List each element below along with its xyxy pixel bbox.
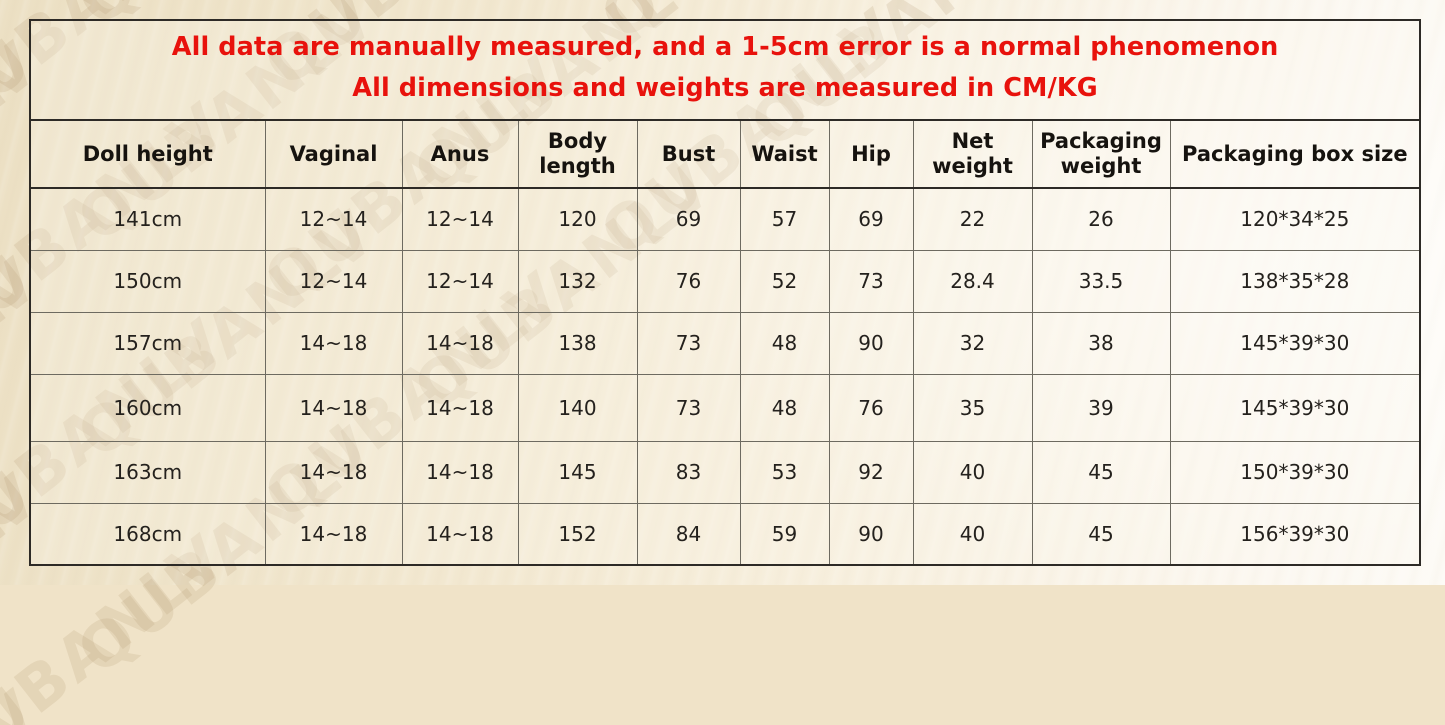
cell-body-length: 140 [517,373,638,442]
table-header-row: Doll height Vaginal Anus Body length Bus… [29,119,1421,189]
header-label: Anus [430,141,490,166]
cell-body-length: 145 [517,440,638,504]
cell-doll-height: 150cm [29,249,266,313]
cell-vaginal: 14~18 [264,440,403,504]
cell-packaging-box-size: 138*35*28 [1169,249,1421,313]
cell-anus: 12~14 [401,249,519,313]
column-header-doll-height: Doll height [29,119,266,189]
header-label: Hip [851,141,891,166]
header-label: Net [951,129,994,154]
specification-table: All data are manually measured, and a 1-… [29,19,1422,566]
cell-net-weight: 35 [912,373,1033,442]
cell-hip: 92 [828,440,914,504]
cell-waist: 52 [739,249,830,313]
table-row: 163cm 14~18 14~18 145 83 53 92 40 45 150*39*30 [29,440,1421,504]
header-label: Doll height [82,141,213,166]
cell-packaging-box-size: 150*39*30 [1169,440,1421,504]
cell-hip: 76 [828,373,914,442]
cell-waist: 53 [739,440,830,504]
table-body: 141cm 12~14 12~14 120 69 57 69 22 26 120*34*25 150… [29,187,1421,566]
cell-hip: 73 [828,249,914,313]
cell-body-length: 120 [517,187,638,251]
column-header-packaging-box-size: Packaging box size [1169,119,1421,189]
cell-packaging-weight: 45 [1031,440,1171,504]
cell-waist: 59 [739,502,830,566]
cell-vaginal: 14~18 [264,373,403,442]
cell-net-weight: 28.4 [912,249,1033,313]
notice-line-1: All data are manually measured, and a 1-… [171,31,1279,62]
header-label: Bust [661,141,716,166]
table-row: 160cm 14~18 14~18 140 73 48 76 35 39 145*39*30 [29,373,1421,442]
cell-packaging-box-size: 145*39*30 [1169,373,1421,442]
header-label: Body [547,129,608,154]
cell-vaginal: 14~18 [264,502,403,566]
cell-hip: 90 [828,502,914,566]
header-label: Packaging box size [1182,141,1408,166]
cell-packaging-box-size: 120*34*25 [1169,187,1421,251]
cell-hip: 90 [828,311,914,375]
cell-doll-height: 157cm [29,311,266,375]
cell-waist: 48 [739,373,830,442]
cell-body-length: 138 [517,311,638,375]
cell-bust: 73 [636,311,741,375]
header-label: Vaginal [289,141,378,166]
notice-row: All data are manually measured, and a 1-… [30,20,1421,121]
header-label: Packaging [1040,129,1162,154]
cell-vaginal: 14~18 [264,311,403,375]
table-row: 168cm 14~18 14~18 152 84 59 90 40 45 156*39*30 [29,502,1421,566]
measurement-notice: All data are manually measured, and a 1-… [30,20,1421,121]
cell-waist: 48 [739,311,830,375]
header-label-second: weight [1060,154,1142,178]
table-row: 150cm 12~14 12~14 132 76 52 73 28.4 33.5 138*35*2… [29,249,1421,313]
header-label-second: weight [932,154,1013,178]
cell-net-weight: 32 [912,311,1033,375]
column-header-packaging-weight: Packaging weight [1031,119,1171,189]
cell-packaging-box-size: 145*39*30 [1169,311,1421,375]
cell-anus: 14~18 [401,311,519,375]
cell-packaging-weight: 45 [1031,502,1171,566]
cell-doll-height: 163cm [29,440,266,504]
cell-bust: 84 [636,502,741,566]
header-label-second: length [539,154,616,178]
cell-net-weight: 22 [912,187,1033,251]
notice-line-2: All dimensions and weights are measured … [352,73,1098,103]
column-header-bust: Bust [636,119,741,189]
cell-anus: 14~18 [401,373,519,442]
table-row: 157cm 14~18 14~18 138 73 48 90 32 38 145*39*30 [29,311,1421,375]
cell-anus: 14~18 [401,502,519,566]
cell-doll-height: 160cm [29,373,266,442]
cell-packaging-weight: 39 [1031,373,1171,442]
cell-packaging-weight: 26 [1031,187,1171,251]
column-header-vaginal: Vaginal [264,119,403,189]
cell-doll-height: 141cm [29,187,266,251]
cell-packaging-weight: 38 [1031,311,1171,375]
column-header-waist: Waist [739,119,830,189]
cell-anus: 14~18 [401,440,519,504]
cell-waist: 57 [739,187,830,251]
column-header-hip: Hip [828,119,914,189]
column-header-anus: Anus [401,119,519,189]
column-header-net-weight: Net weight [912,119,1033,189]
cell-anus: 12~14 [401,187,519,251]
cell-bust: 73 [636,373,741,442]
cell-body-length: 152 [517,502,638,566]
cell-vaginal: 12~14 [264,249,403,313]
cell-net-weight: 40 [912,502,1033,566]
header-label: Waist [751,141,818,166]
cell-hip: 69 [828,187,914,251]
cell-vaginal: 12~14 [264,187,403,251]
cell-bust: 69 [636,187,741,251]
cell-body-length: 132 [517,249,638,313]
cell-packaging-box-size: 156*39*30 [1169,502,1421,566]
cell-packaging-weight: 33.5 [1031,249,1171,313]
cell-net-weight: 40 [912,440,1033,504]
cell-bust: 76 [636,249,741,313]
table-row: 141cm 12~14 12~14 120 69 57 69 22 26 120*34*25 [29,187,1421,251]
column-header-body-length: Body length [517,119,638,189]
cell-bust: 83 [636,440,741,504]
cell-doll-height: 168cm [29,502,266,566]
